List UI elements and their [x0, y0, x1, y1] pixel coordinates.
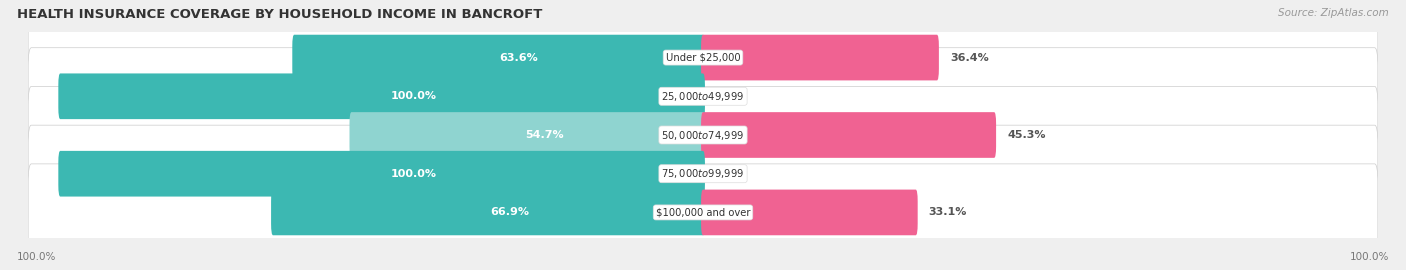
FancyBboxPatch shape: [58, 151, 704, 197]
FancyBboxPatch shape: [28, 86, 1378, 184]
Text: 100.0%: 100.0%: [1350, 252, 1389, 262]
FancyBboxPatch shape: [28, 125, 1378, 222]
Text: HEALTH INSURANCE COVERAGE BY HOUSEHOLD INCOME IN BANCROFT: HEALTH INSURANCE COVERAGE BY HOUSEHOLD I…: [17, 8, 543, 21]
Text: Under $25,000: Under $25,000: [665, 53, 741, 63]
FancyBboxPatch shape: [702, 190, 918, 235]
Text: 100.0%: 100.0%: [17, 252, 56, 262]
Text: Source: ZipAtlas.com: Source: ZipAtlas.com: [1278, 8, 1389, 18]
FancyBboxPatch shape: [702, 35, 939, 80]
Text: 45.3%: 45.3%: [1007, 130, 1046, 140]
Text: $25,000 to $49,999: $25,000 to $49,999: [661, 90, 745, 103]
Text: $50,000 to $74,999: $50,000 to $74,999: [661, 129, 745, 141]
Text: 54.7%: 54.7%: [526, 130, 564, 140]
FancyBboxPatch shape: [28, 9, 1378, 106]
FancyBboxPatch shape: [702, 112, 995, 158]
FancyBboxPatch shape: [28, 48, 1378, 145]
Text: 100.0%: 100.0%: [391, 169, 437, 179]
Text: 33.1%: 33.1%: [928, 207, 967, 217]
Text: 100.0%: 100.0%: [391, 91, 437, 101]
Text: $100,000 and over: $100,000 and over: [655, 207, 751, 217]
Text: 66.9%: 66.9%: [491, 207, 529, 217]
FancyBboxPatch shape: [58, 73, 704, 119]
Text: 63.6%: 63.6%: [499, 53, 538, 63]
FancyBboxPatch shape: [292, 35, 704, 80]
Text: 36.4%: 36.4%: [950, 53, 988, 63]
FancyBboxPatch shape: [350, 112, 704, 158]
FancyBboxPatch shape: [271, 190, 704, 235]
FancyBboxPatch shape: [28, 164, 1378, 261]
Text: $75,000 to $99,999: $75,000 to $99,999: [661, 167, 745, 180]
